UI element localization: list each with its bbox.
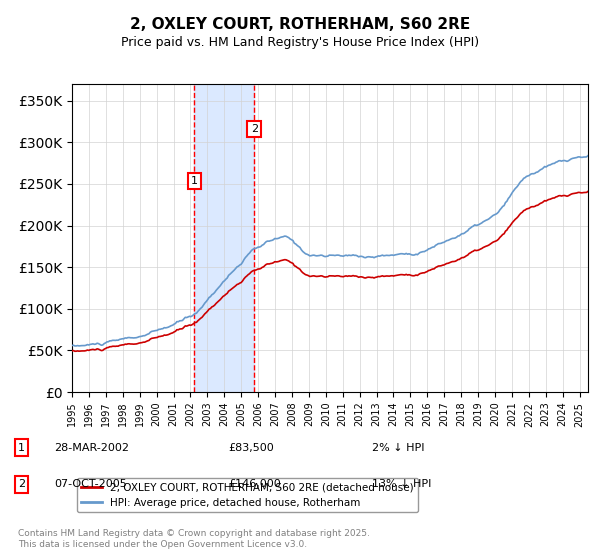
Bar xyxy=(194,84,254,392)
Text: Price paid vs. HM Land Registry's House Price Index (HPI): Price paid vs. HM Land Registry's House … xyxy=(121,36,479,49)
Text: £83,500: £83,500 xyxy=(228,443,274,453)
Text: 1: 1 xyxy=(191,176,198,186)
Text: 2: 2 xyxy=(251,124,258,134)
Text: 1: 1 xyxy=(18,443,25,453)
Text: 28-MAR-2002: 28-MAR-2002 xyxy=(54,443,129,453)
Legend: 2, OXLEY COURT, ROTHERHAM, S60 2RE (detached house), HPI: Average price, detache: 2, OXLEY COURT, ROTHERHAM, S60 2RE (deta… xyxy=(77,478,418,512)
Text: 2: 2 xyxy=(18,479,25,489)
Text: 2, OXLEY COURT, ROTHERHAM, S60 2RE: 2, OXLEY COURT, ROTHERHAM, S60 2RE xyxy=(130,17,470,32)
Text: 13% ↓ HPI: 13% ↓ HPI xyxy=(372,479,431,489)
Text: Contains HM Land Registry data © Crown copyright and database right 2025.
This d: Contains HM Land Registry data © Crown c… xyxy=(18,529,370,549)
Text: £146,000: £146,000 xyxy=(228,479,281,489)
Text: 2% ↓ HPI: 2% ↓ HPI xyxy=(372,443,425,453)
Text: 07-OCT-2005: 07-OCT-2005 xyxy=(54,479,127,489)
